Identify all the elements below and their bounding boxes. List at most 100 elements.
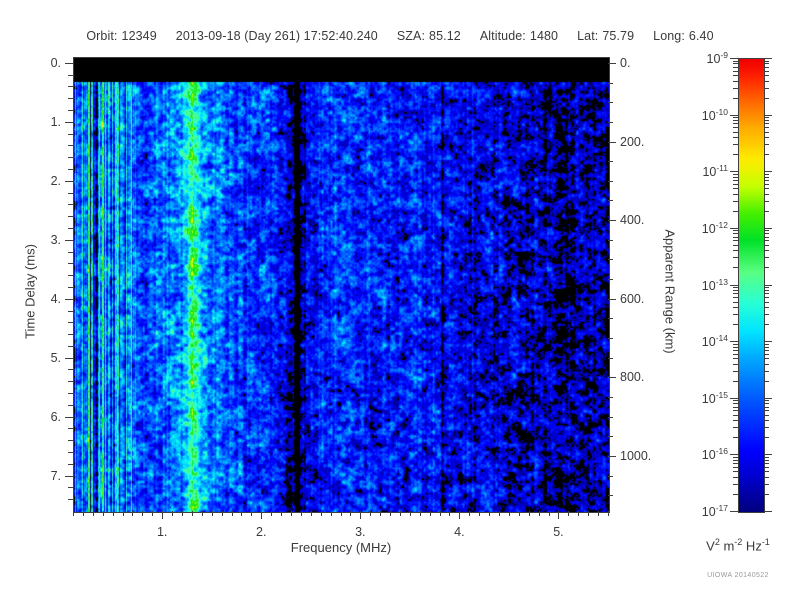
y-tick-minor-left [68, 169, 73, 171]
colorbar-tick-minor [733, 406, 738, 408]
y-tick-major-right [608, 377, 616, 379]
colorbar-tick-minor [733, 244, 738, 246]
y-tick-minor-right [608, 357, 613, 359]
colorbar [738, 58, 765, 513]
x-tick-minor [320, 511, 322, 516]
observation-datetime: 2013-09-18 (Day 261) 17:52:40.240 [175, 29, 378, 43]
sza-label: SZA: [396, 29, 426, 43]
y-tick-major-left [65, 239, 73, 241]
y-tick-minor-left [68, 463, 73, 465]
colorbar-tick-minor [733, 324, 738, 326]
y-tick-minor-right [608, 161, 613, 163]
colorbar-tick-major [764, 227, 772, 229]
colorbar-tick-minor [733, 410, 738, 412]
colorbar-tick-major [764, 114, 772, 116]
x-tick-minor [241, 511, 243, 516]
colorbar-tick-minor [764, 117, 769, 119]
y-tick-minor-left [68, 499, 73, 501]
x-tick-minor [548, 511, 550, 516]
colorbar-tick-minor [764, 307, 769, 309]
colorbar-tick-minor [733, 87, 738, 89]
colorbar-tick-major [764, 454, 772, 456]
colorbar-tick-minor [733, 346, 738, 348]
colorbar-tick-minor [733, 463, 738, 465]
colorbar-tick-label: 10-9 [706, 49, 728, 67]
colorbar-tick-minor [764, 400, 769, 402]
y-tick-minor-right [608, 200, 613, 202]
colorbar-tick-minor [733, 471, 738, 473]
lat-label: Lat: [577, 29, 599, 43]
colorbar-tick-minor [733, 358, 738, 360]
y-tick-minor-right [608, 436, 613, 438]
spectrogram-plot-area [73, 57, 610, 513]
long-label: Long: [653, 29, 685, 43]
y-tick-major-right [608, 62, 616, 64]
y-tick-major-left [65, 416, 73, 418]
x-tick-minor [152, 511, 154, 516]
y-tick-major-left [65, 62, 73, 64]
x-tick-major [360, 511, 362, 519]
colorbar-tick-major [730, 284, 738, 286]
colorbar-tick-minor [764, 437, 769, 439]
colorbar-tick-minor [733, 131, 738, 133]
y-tick-minor-left [68, 145, 73, 147]
y-tick-minor-left [68, 369, 73, 371]
y-tick-minor-left [68, 98, 73, 100]
colorbar-tick-minor [733, 343, 738, 345]
y-tick-minor-left [68, 192, 73, 194]
colorbar-tick-minor [733, 287, 738, 289]
y-tick-minor-left [68, 381, 73, 383]
y-tick-minor-right [608, 495, 613, 497]
units-v: V [706, 538, 715, 554]
colorbar-tick-minor [764, 70, 769, 72]
x-tick-minor [112, 511, 114, 516]
x-tick-minor [271, 511, 273, 516]
colorbar-tick-minor [733, 353, 738, 355]
colorbar-tick-minor [733, 200, 738, 202]
colorbar-tick-label: 10-15 [701, 389, 728, 406]
y-tick-major-left [65, 298, 73, 300]
x-tick-minor [380, 511, 382, 516]
x-tick-minor [419, 511, 421, 516]
x-tick-minor [409, 511, 411, 516]
colorbar-tick-minor [764, 87, 769, 89]
y-tick-minor-left [68, 157, 73, 159]
colorbar-tick-minor [733, 420, 738, 422]
x-tick-minor [390, 511, 392, 516]
colorbar-tick-minor [733, 293, 738, 295]
colorbar-tick-minor [764, 483, 769, 485]
colorbar-tick-minor [764, 131, 769, 133]
x-tick-minor [340, 511, 342, 516]
y-tick-minor-left [68, 275, 73, 277]
y-tick-minor-right [608, 397, 613, 398]
colorbar-tick-major [764, 397, 772, 399]
y-tick-major-right [608, 141, 616, 143]
colorbar-tick-label: 10-16 [701, 446, 728, 463]
y-tick-major-right [608, 220, 616, 222]
y-tick-label-right: 600. [620, 291, 645, 306]
colorbar-tick-minor [764, 353, 769, 355]
colorbar-tick-minor [764, 244, 769, 246]
y-tick-minor-right [608, 239, 613, 241]
x-tick-minor [132, 511, 134, 516]
x-tick-minor [538, 511, 540, 516]
y-tick-label-left: 4. [50, 291, 61, 306]
x-tick-minor [608, 511, 609, 516]
colorbar-tick-minor [733, 80, 738, 82]
colorbar-tick-minor [764, 154, 769, 156]
colorbar-tick-minor [733, 370, 738, 372]
watermark: UIOWA 20140522 [707, 572, 769, 579]
colorbar-tick-minor [764, 380, 769, 382]
colorbar-tick-minor [764, 144, 769, 146]
x-tick-major [558, 511, 560, 519]
long-value: 6.40 [688, 29, 714, 43]
colorbar-tick-minor [764, 176, 769, 178]
colorbar-tick-minor [733, 120, 738, 122]
colorbar-tick-minor [764, 200, 769, 202]
x-tick-minor [181, 511, 183, 516]
colorbar-tick-minor [733, 363, 738, 365]
colorbar-tick-label: 10-10 [701, 106, 728, 123]
x-tick-label: 3. [355, 525, 366, 539]
colorbar-tick-minor [733, 257, 738, 259]
